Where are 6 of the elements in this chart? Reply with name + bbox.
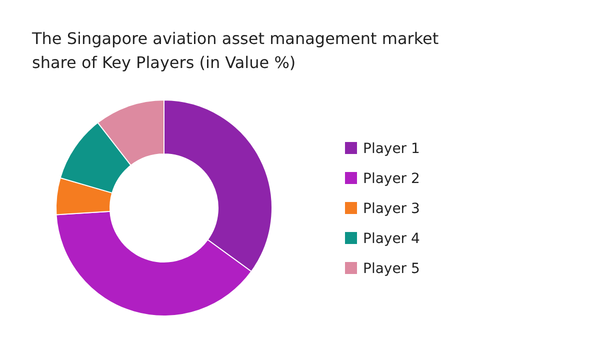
legend-label: Player 3 xyxy=(363,201,420,217)
legend-label: Player 4 xyxy=(363,231,420,247)
legend-label: Player 2 xyxy=(363,171,420,187)
legend-label: Player 5 xyxy=(363,261,420,277)
chart-title: The Singapore aviation asset management market share of Key Players (in Value %) xyxy=(31,29,439,72)
legend-label: Player 1 xyxy=(363,141,420,157)
